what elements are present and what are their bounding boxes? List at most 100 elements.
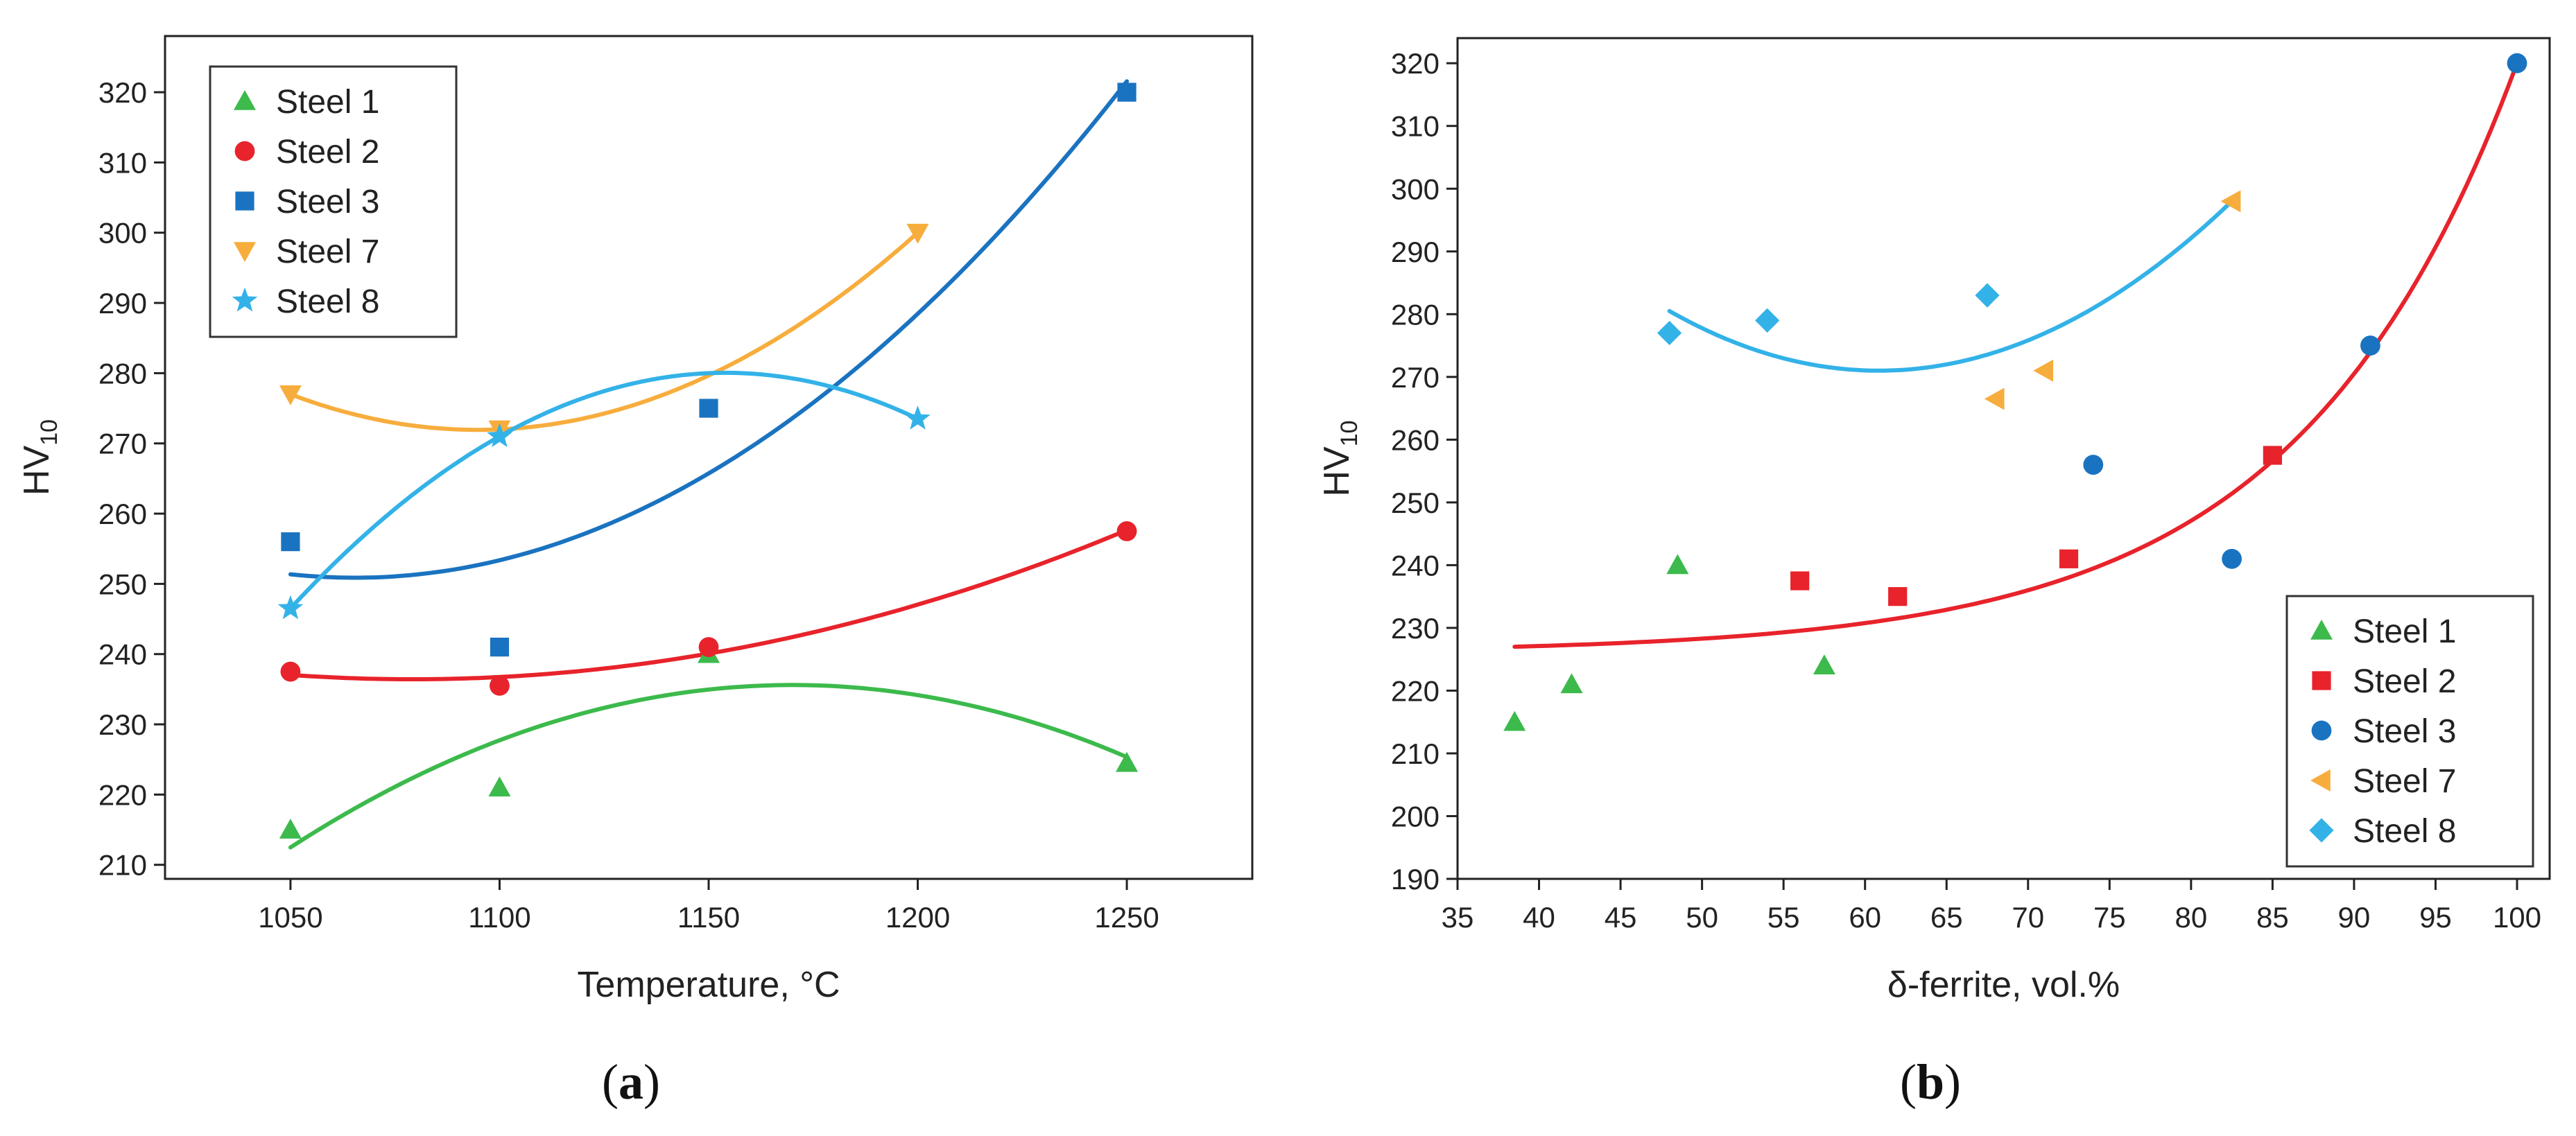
chart-a-point-steel-8 [905,405,931,430]
chart-b-point-steel-1 [1503,710,1526,731]
chart-a-point-steel-2 [698,637,719,657]
chart-b-ytick-label: 270 [1391,361,1440,394]
chart-b-legend-label-steel-2: Steel 2 [2353,663,2456,700]
chart-b-fit-overall-trend [1512,61,2519,649]
chart-a-fit-steel-7 [288,230,920,432]
chart-b-point-steel-2 [1790,571,1810,591]
chart-a-legend-label-steel-1: Steel 1 [276,84,379,121]
chart-b-xtick-label: 95 [2419,901,2452,934]
chart-b-legend-marker-steel-3 [2311,720,2332,741]
chart-a-point-steel-7 [279,385,302,405]
chart-a-point-steel-3 [490,638,510,657]
panel-label-a: (a) [602,1054,660,1110]
chart-b-ytick-label: 300 [1391,173,1440,205]
chart-a-legend-marker-steel-2 [234,141,255,161]
chart-b-xtick-label: 85 [2256,901,2289,934]
chart-b-legend-marker-steel-7 [2310,769,2331,792]
chart-b-plot-frame [1456,37,2551,880]
chart-b-xtick-label: 45 [1605,901,1637,934]
chart-b-point-steel-8 [1657,320,1682,346]
chart-a-point-steel-2 [490,675,510,696]
chart-a-xtick-label: 1200 [885,901,950,934]
chart-b-ytick-label: 230 [1391,612,1440,645]
chart-b-point-steel-2 [2263,446,2282,465]
chart-a-ytick-label: 220 [98,778,147,811]
chart-b-point-steel-7 [1984,387,2005,410]
chart-b-xtick-label: 90 [2338,901,2371,934]
chart-a-ytick-label: 250 [98,568,147,600]
chart-a-xtick-label: 1050 [258,901,322,934]
chart-a-fit-steel-1 [288,683,1130,850]
chart-a-point-steel-7 [906,223,929,244]
chart-a-point-steel-2 [280,661,301,682]
chart-a-legend-label-steel-3: Steel 3 [276,184,379,220]
chart-a-ytick-label: 270 [98,428,147,460]
chart-b-ytick-label: 280 [1391,298,1440,331]
chart-b-point-steel-3 [2222,548,2242,569]
chart-b-xtick-label: 65 [1930,901,1963,934]
chart-a-ytick-label: 260 [98,498,147,530]
chart-a-ytick-label: 320 [98,76,147,109]
chart-b-xtick-label: 35 [1442,901,1474,934]
chart-b-point-steel-3 [2507,53,2527,73]
chart-b-ytick-label: 250 [1391,487,1440,519]
chart-a-legend-marker-steel-8 [232,287,258,312]
chart-b-legend-marker-steel-1 [2310,620,2333,640]
chart-b-point-steel-7 [2033,359,2054,382]
chart-a-y-axis-title: HV10 [17,419,62,496]
chart-b-point-steel-1 [1560,673,1583,694]
chart-a-x-axis-title: Temperature, °C [577,965,840,1005]
chart-a-legend-marker-steel-7 [234,242,256,262]
chart-b-point-steel-2 [1888,587,1908,606]
chart-b-xtick-label: 40 [1523,901,1555,934]
chart-a-ytick-label: 230 [98,708,147,741]
chart-a-point-steel-3 [1117,82,1136,102]
chart-a-legend-label-steel-2: Steel 2 [276,134,379,171]
chart-b-legend-marker-steel-2 [2312,671,2331,690]
chart-b-xtick-label: 70 [2012,901,2044,934]
chart-a-fit-steel-3 [288,79,1130,580]
chart-b-ytick-label: 260 [1391,423,1440,456]
chart-b-legend-label-steel-8: Steel 8 [2353,813,2456,850]
chart-a-point-steel-8 [487,423,512,448]
chart-b-point-steel-1 [1813,654,1835,675]
chart-a-temperature: 1050 1100 1150 1200 1250 210 220 230 240 250 260 27… [17,35,1254,1005]
chart-b-ytick-label: 220 [1391,674,1440,707]
chart-a-ytick-label: 290 [98,287,147,320]
chart-a-fit-steel-8 [288,370,920,611]
chart-a-legend-marker-steel-3 [235,191,254,211]
chart-b-legend-marker-steel-8 [2309,818,2334,843]
chart-a-legend-label-steel-7: Steel 7 [276,234,379,270]
panel-label-b: (b) [1900,1054,1962,1110]
chart-a-legend-label-steel-8: Steel 8 [276,283,379,320]
chart-b-ytick-label: 310 [1391,110,1440,143]
chart-a-point-steel-1 [488,776,511,797]
chart-b-point-steel-8 [1975,283,2000,308]
chart-b-point-steel-2 [2059,549,2079,568]
chart-a-ytick-label: 210 [98,849,147,882]
chart-a-point-steel-2 [1116,521,1137,541]
chart-a-point-steel-1 [279,819,302,839]
chart-b-legend-label-steel-7: Steel 7 [2353,763,2456,800]
chart-a-ytick-label: 240 [98,638,147,671]
chart-a-point-steel-1 [1116,751,1139,772]
chart-a-point-steel-8 [277,595,304,620]
chart-a-xtick-label: 1250 [1094,901,1159,934]
chart-b-point-steel-1 [1666,554,1689,575]
chart-a-point-steel-3 [699,399,718,418]
chart-b-xtick-label: 55 [1767,901,1800,934]
chart-a-legend-marker-steel-1 [234,90,256,110]
chart-b-ytick-label: 290 [1391,236,1440,268]
chart-b-xtick-label: 100 [2493,901,2541,934]
chart-b-point-steel-8 [1755,308,1780,333]
chart-a-y-axis-title-subscript: 10 [36,419,62,446]
chart-b-ytick-label: 210 [1391,737,1440,770]
chart-b-point-steel-3 [2360,335,2380,356]
chart-b-legend-label-steel-3: Steel 3 [2353,713,2456,750]
chart-b-xtick-label: 50 [1686,901,1718,934]
chart-b-y-axis-title: HV10 [1317,420,1363,496]
chart-b-delta-ferrite: 35 40 45 50 55 60 65 70 75 80 85 90 95 100 190 200 210 22… [1317,37,2551,1005]
chart-b-xtick-label: 60 [1849,901,1881,934]
chart-b-ytick-label: 320 [1391,47,1440,80]
